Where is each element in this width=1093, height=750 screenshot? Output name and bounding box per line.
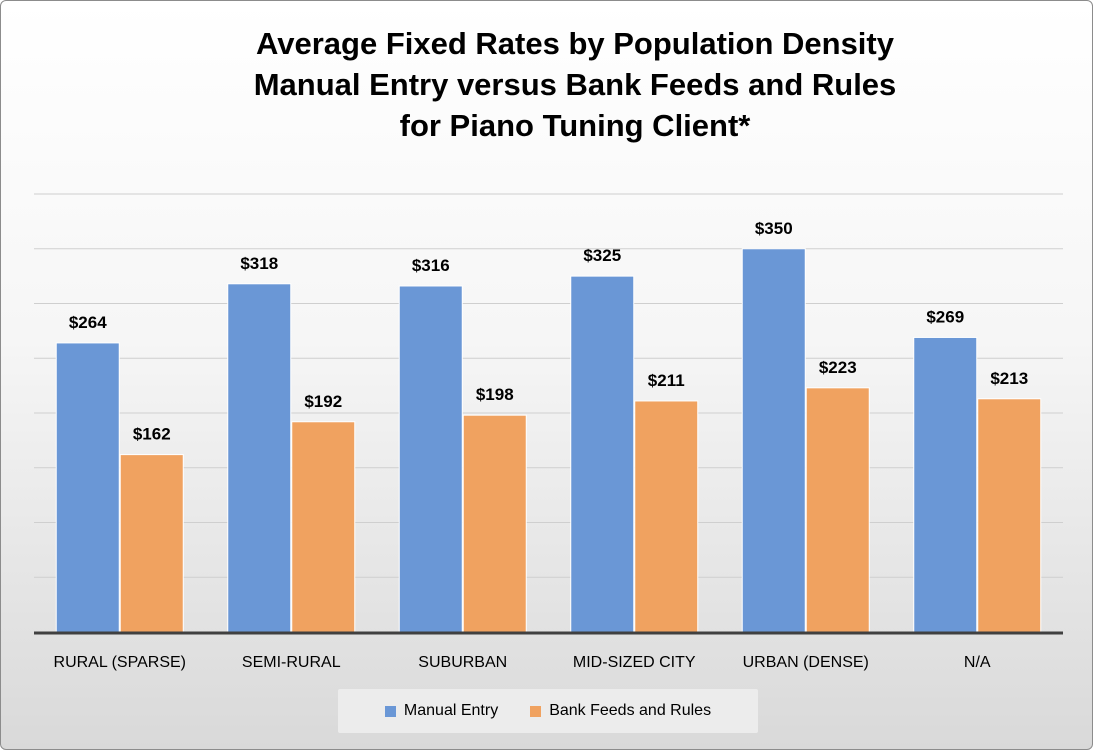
bar-bank-feeds bbox=[634, 400, 699, 633]
chart-title-line-3: for Piano Tuning Client* bbox=[399, 108, 751, 143]
data-label: $316 bbox=[412, 256, 450, 275]
chart-title-line-2: Manual Entry versus Bank Feeds and Rules bbox=[253, 67, 897, 102]
legend-swatch-bank-feeds bbox=[530, 705, 542, 717]
data-label: $350 bbox=[755, 219, 793, 238]
bar-manual-entry bbox=[398, 285, 463, 633]
bar-manual-entry bbox=[570, 275, 635, 633]
legend-label-manual-entry: Manual Entry bbox=[403, 702, 499, 719]
legend-entry-bank-feeds: Bank Feeds and Rules bbox=[530, 702, 711, 720]
bar-manual-entry bbox=[741, 248, 806, 633]
bar-manual-entry bbox=[227, 283, 292, 633]
bar-manual-entry bbox=[913, 336, 978, 633]
category-label: MID-SIZED CITY bbox=[573, 654, 696, 671]
data-label: $325 bbox=[583, 246, 621, 265]
chart-title: Average Fixed Rates by Population Densit… bbox=[1, 23, 1092, 146]
category-label: SUBURBAN bbox=[418, 654, 507, 671]
data-label: $269 bbox=[926, 307, 964, 326]
data-label: $162 bbox=[133, 425, 171, 444]
legend-entry-manual-entry: Manual Entry bbox=[384, 702, 499, 720]
bar-bank-feeds bbox=[462, 414, 527, 633]
data-label: $211 bbox=[648, 371, 685, 390]
data-label: $192 bbox=[304, 392, 342, 411]
data-label: $223 bbox=[819, 358, 857, 377]
bar-bank-feeds bbox=[291, 421, 356, 633]
data-label: $213 bbox=[990, 369, 1028, 388]
category-label: SEMI-RURAL bbox=[242, 654, 341, 671]
category-label: URBAN (DENSE) bbox=[743, 654, 869, 671]
data-label: $318 bbox=[240, 254, 278, 273]
bar-bank-feeds bbox=[119, 454, 184, 633]
legend-swatch-manual-entry bbox=[384, 705, 396, 717]
data-label: $264 bbox=[69, 313, 107, 332]
data-label: $198 bbox=[476, 385, 514, 404]
bar-bank-feeds bbox=[805, 387, 870, 633]
legend: Manual Entry Bank Feeds and Rules bbox=[338, 689, 758, 733]
category-label: RURAL (SPARSE) bbox=[54, 654, 186, 671]
bar-bank-feeds bbox=[977, 398, 1042, 633]
bar-manual-entry bbox=[55, 342, 120, 633]
legend-label-bank-feeds: Bank Feeds and Rules bbox=[549, 702, 712, 719]
category-label: N/A bbox=[964, 654, 991, 671]
chart-title-line-1: Average Fixed Rates by Population Densit… bbox=[256, 26, 894, 61]
